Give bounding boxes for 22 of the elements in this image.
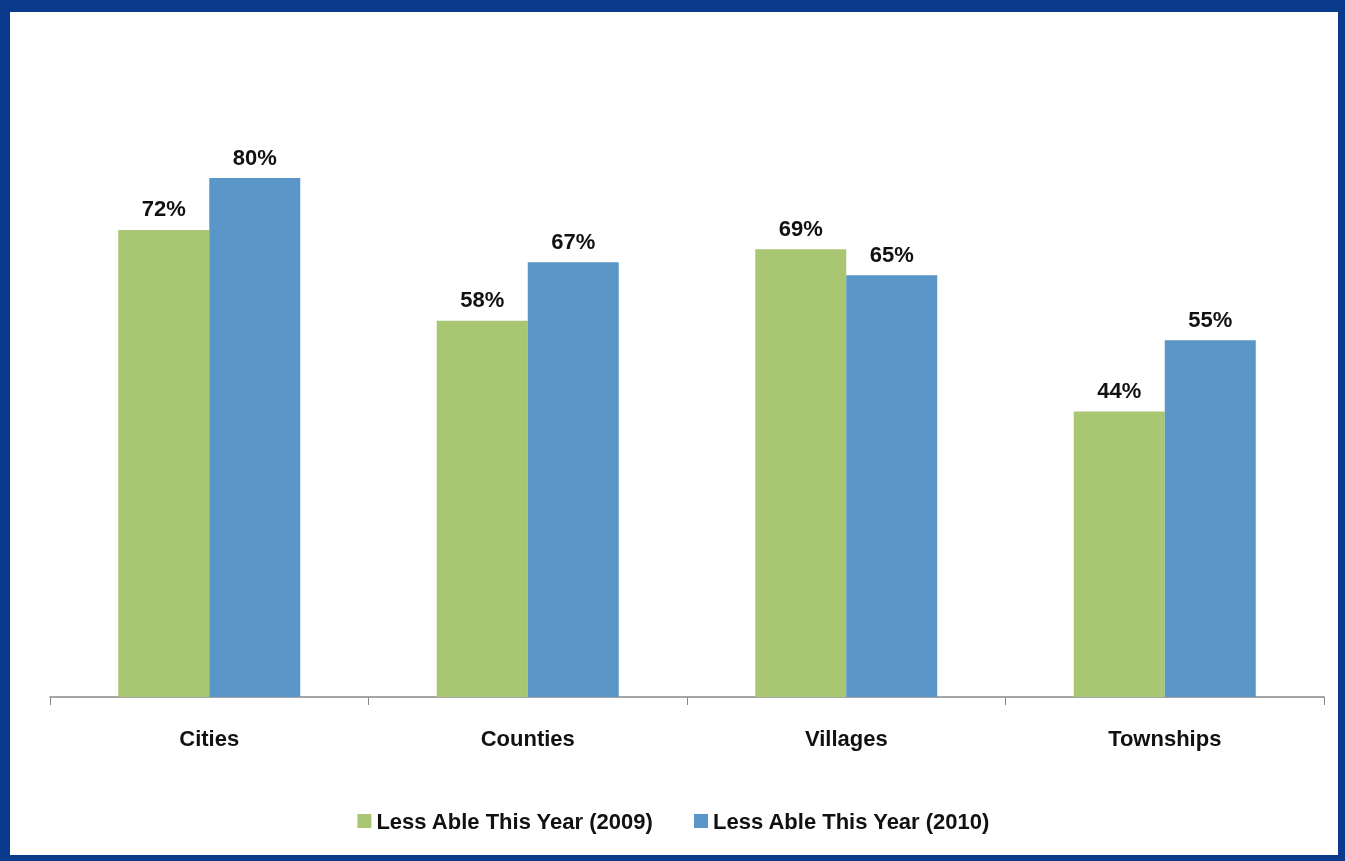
bar [1164, 340, 1256, 697]
data-label: 65% [869, 241, 914, 267]
legend-label: Less Able This Year (2010) [713, 808, 990, 834]
x-tick-label: Villages [804, 725, 888, 751]
data-label: 72% [141, 196, 186, 222]
data-label: 58% [460, 287, 505, 313]
data-label: 55% [1188, 306, 1233, 332]
bar [1073, 411, 1165, 697]
legend-label: Less Able This Year (2009) [376, 808, 653, 834]
x-tick-label: Cities [179, 725, 240, 751]
data-label: 67% [551, 228, 596, 254]
x-tick-label: Counties [480, 725, 575, 751]
data-label: 44% [1097, 378, 1142, 404]
bar [436, 320, 528, 697]
bar [846, 275, 938, 697]
bar [755, 249, 847, 697]
bar [527, 262, 619, 697]
bar [118, 229, 210, 697]
bar [209, 178, 301, 697]
x-tick-label: Townships [1108, 725, 1222, 751]
data-label: 80% [232, 144, 277, 170]
data-label: 69% [778, 215, 823, 241]
